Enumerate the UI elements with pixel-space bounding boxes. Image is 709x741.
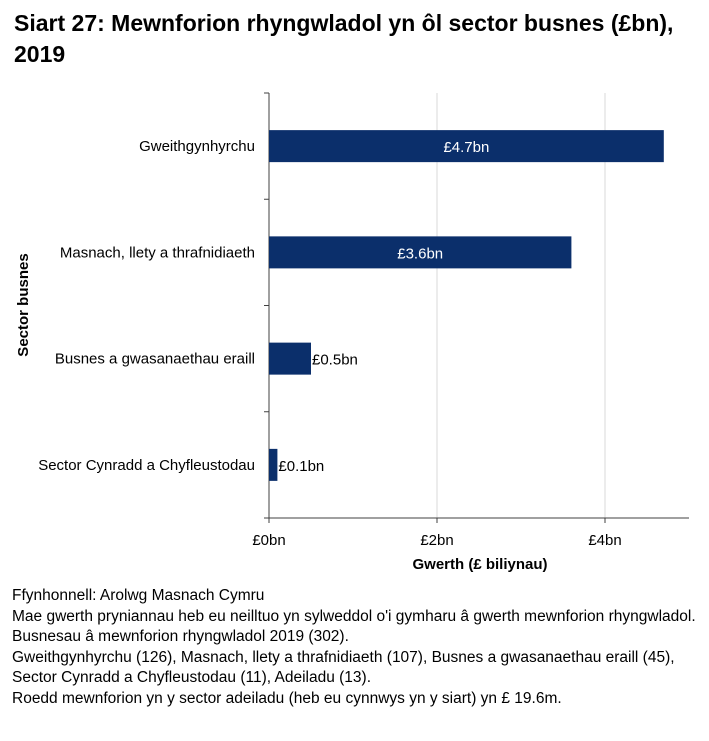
x-tick-label-1: £2bn <box>420 532 453 549</box>
category-label-3: Sector Cynradd a Chyfleustodau <box>38 457 255 474</box>
y-axis-title: Sector busnes <box>15 253 32 356</box>
chart-title: Siart 27: Mewnforion rhyngwladol yn ôl s… <box>14 10 674 67</box>
source-note: Ffynhonnell: Arolwg Masnach Cymru <box>12 587 265 604</box>
bar-chart: £0bn £2bn £4bn Gweithgynhyrchu £4.7bn Masnach… <box>15 92 689 573</box>
x-tick-label-2: £4bn <box>588 532 621 549</box>
bar-0 <box>269 130 664 163</box>
note-construction: Roedd mewnforion yn y sector adeiladu (h… <box>12 689 562 707</box>
data-label-1: £3.6bn <box>397 245 443 262</box>
chart-notes: Ffynhonnell: Arolwg Masnach Cymru Mae gw… <box>12 586 702 710</box>
note-unallocated-purchases: Mae gwerth pryniannau heb eu neilltuo yn… <box>12 607 696 625</box>
category-label-0: Gweithgynhyrchu <box>139 138 255 155</box>
data-label-0: £4.7bn <box>443 139 489 156</box>
data-label-2: £0.5bn <box>312 352 358 369</box>
data-label-3: £0.1bn <box>278 458 324 475</box>
bar-1 <box>269 236 572 269</box>
note-sector-counts: Gweithgynhyrchu (126), Masnach, llety a … <box>12 648 675 687</box>
category-label-2: Busnes a gwasanaethau eraill <box>55 351 255 368</box>
note-business-count: Busnesau â mewnforion rhyngwladol 2019 (… <box>12 628 349 646</box>
bar-3 <box>269 448 278 481</box>
bar-2 <box>269 342 311 375</box>
x-axis-title: Gwerth (£ biliynau) <box>412 556 547 573</box>
category-label-1: Masnach, llety a thrafnidiaeth <box>60 244 255 261</box>
x-tick-label-0: £0bn <box>252 532 285 549</box>
